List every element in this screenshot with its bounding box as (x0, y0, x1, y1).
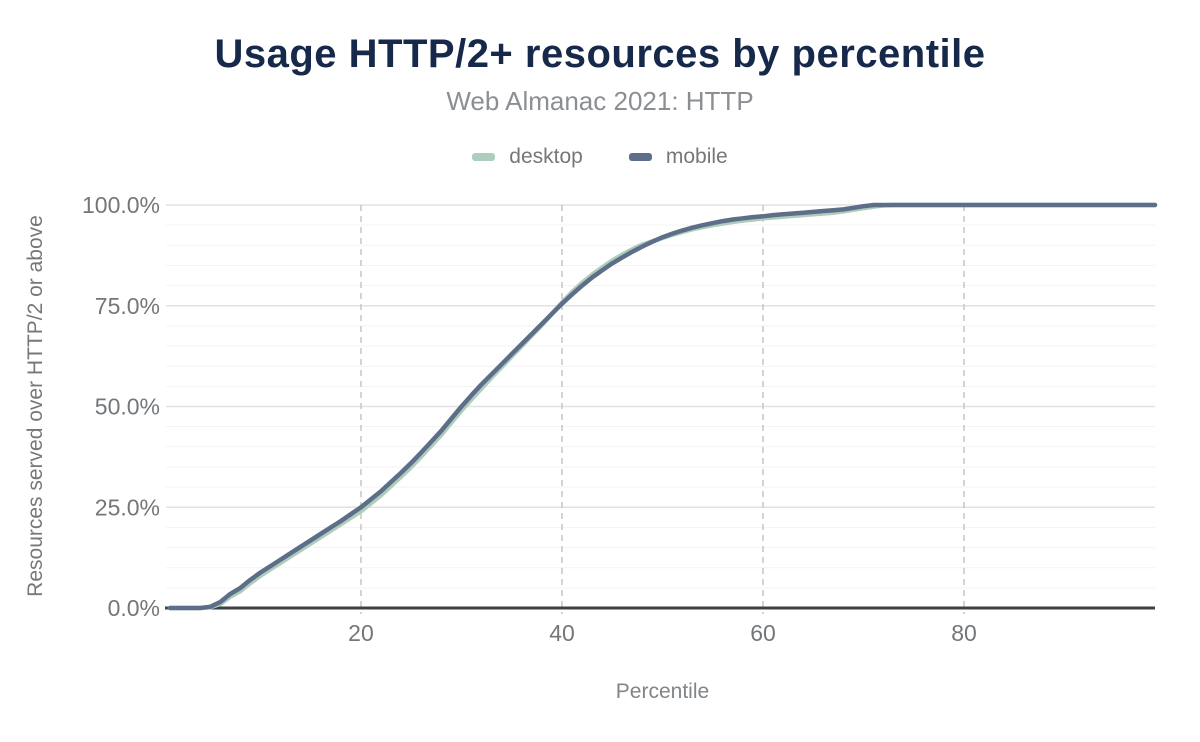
x-axis-title: Percentile (615, 680, 710, 703)
x-tick-label: 20 (348, 620, 374, 646)
y-tick-label: 75.0% (95, 293, 160, 319)
desktop-swatch (472, 153, 496, 161)
y-tick-label: 25.0% (95, 494, 160, 520)
legend-item-mobile[interactable]: mobile (628, 145, 728, 169)
chart-title: Usage HTTP/2+ resources by percentile (214, 32, 986, 76)
chart-subtitle: Web Almanac 2021: HTTP (446, 86, 754, 116)
y-tick-label: 50.0% (95, 394, 160, 420)
mobile-swatch (628, 153, 652, 161)
y-tick-label: 100.0% (82, 192, 160, 218)
x-tick-label: 80 (951, 620, 977, 646)
y-tick-label: 0.0% (108, 595, 160, 621)
desktop-legend-label: desktop (509, 145, 583, 168)
mobile-line[interactable] (167, 202, 1158, 611)
x-tick-label: 60 (750, 620, 776, 646)
legend-item-desktop[interactable]: desktop (472, 145, 583, 169)
x-tick-label: 40 (549, 620, 575, 646)
legend: desktop mobile (0, 144, 1200, 170)
mobile-legend-label: mobile (665, 145, 728, 168)
